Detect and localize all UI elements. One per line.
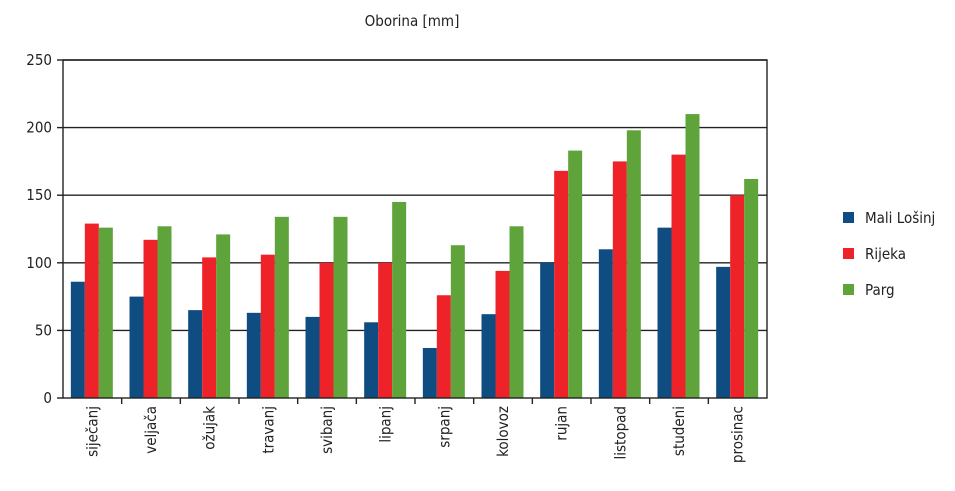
bar-rijeka-0: [84, 223, 99, 398]
bar-rijeka-1: [143, 239, 158, 398]
bar-rijeka-2: [202, 257, 217, 398]
bar-rijeka-8: [554, 170, 569, 398]
bar-parg-9: [626, 130, 641, 398]
x-category-label: ožujak: [201, 406, 219, 450]
bar-rijeka-9: [612, 161, 627, 398]
bar-mali-lo-inj-3: [246, 312, 261, 398]
bar-mali-lo-inj-9: [598, 249, 613, 398]
bar-mali-lo-inj-1: [129, 296, 144, 398]
bar-mali-lo-inj-0: [70, 281, 85, 398]
legend-swatch: [843, 212, 854, 223]
plot-frame: [62, 59, 768, 399]
bar-mali-lo-inj-10: [657, 227, 672, 398]
chart-title: Oborina [mm]: [365, 12, 460, 30]
bar-parg-1: [157, 226, 172, 398]
y-tick-label: 100: [26, 254, 52, 272]
bar-rijeka-10: [671, 154, 686, 398]
y-tick-label: 150: [26, 186, 52, 204]
bar-rijeka-7: [495, 270, 510, 398]
x-category-label: srpanj: [435, 406, 453, 448]
bar-mali-lo-inj-2: [188, 310, 203, 398]
bar-parg-10: [685, 114, 700, 398]
y-tick-label: 250: [26, 51, 52, 69]
x-category-labels: siječanj veljača ožujak travanj svibanj lipan…: [83, 406, 746, 463]
x-category-label: lipanj: [377, 406, 395, 443]
bar-parg-7: [509, 226, 524, 398]
bar-parg-2: [216, 234, 231, 398]
x-category-label: studeni: [670, 406, 688, 456]
bar-parg-5: [392, 201, 407, 398]
bar-rijeka-6: [436, 295, 451, 398]
bar-rijeka-11: [730, 195, 745, 398]
bar-mali-lo-inj-7: [481, 314, 496, 398]
bar-parg-3: [274, 216, 289, 398]
y-tick-labels: 0 50 100 150 200 250: [26, 51, 52, 407]
axes: [62, 59, 768, 399]
bars: [70, 114, 759, 398]
legend: Mali Lošinj Rijeka Parg: [843, 209, 935, 299]
x-category-label: listopad: [611, 406, 629, 459]
x-category-label: svibanj: [318, 406, 336, 454]
x-category-label: travanj: [259, 406, 277, 454]
bar-mali-lo-inj-11: [716, 266, 731, 398]
x-category-label: kolovoz: [494, 406, 512, 457]
x-category-label: veljača: [142, 406, 160, 454]
legend-swatch: [843, 248, 854, 259]
legend-label: Parg: [865, 281, 895, 299]
legend-label: Rijeka: [865, 245, 906, 263]
bar-mali-lo-inj-6: [422, 347, 437, 398]
bar-parg-8: [568, 150, 583, 398]
bar-parg-0: [98, 227, 113, 398]
legend-swatch: [843, 284, 854, 295]
legend-label: Mali Lošinj: [865, 209, 935, 227]
bar-parg-6: [450, 245, 465, 398]
bar-rijeka-4: [319, 262, 334, 398]
bar-rijeka-3: [260, 254, 275, 398]
bar-parg-4: [333, 216, 348, 398]
x-category-label: siječanj: [83, 406, 101, 457]
x-category-label: prosinac: [729, 406, 747, 463]
y-tick-label: 50: [35, 321, 52, 339]
y-tick-label: 0: [43, 389, 52, 407]
y-tick-label: 200: [26, 119, 52, 137]
bar-mali-lo-inj-8: [540, 262, 555, 398]
bar-rijeka-5: [378, 262, 393, 398]
x-category-label: rujan: [553, 406, 571, 441]
bar-mali-lo-inj-4: [305, 316, 320, 398]
bar-parg-11: [744, 178, 759, 398]
bar-mali-lo-inj-5: [364, 322, 379, 398]
